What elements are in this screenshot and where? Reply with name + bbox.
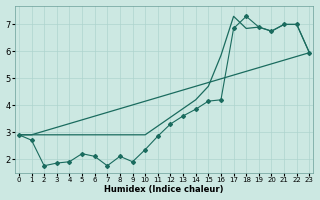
X-axis label: Humidex (Indice chaleur): Humidex (Indice chaleur) [104,185,224,194]
